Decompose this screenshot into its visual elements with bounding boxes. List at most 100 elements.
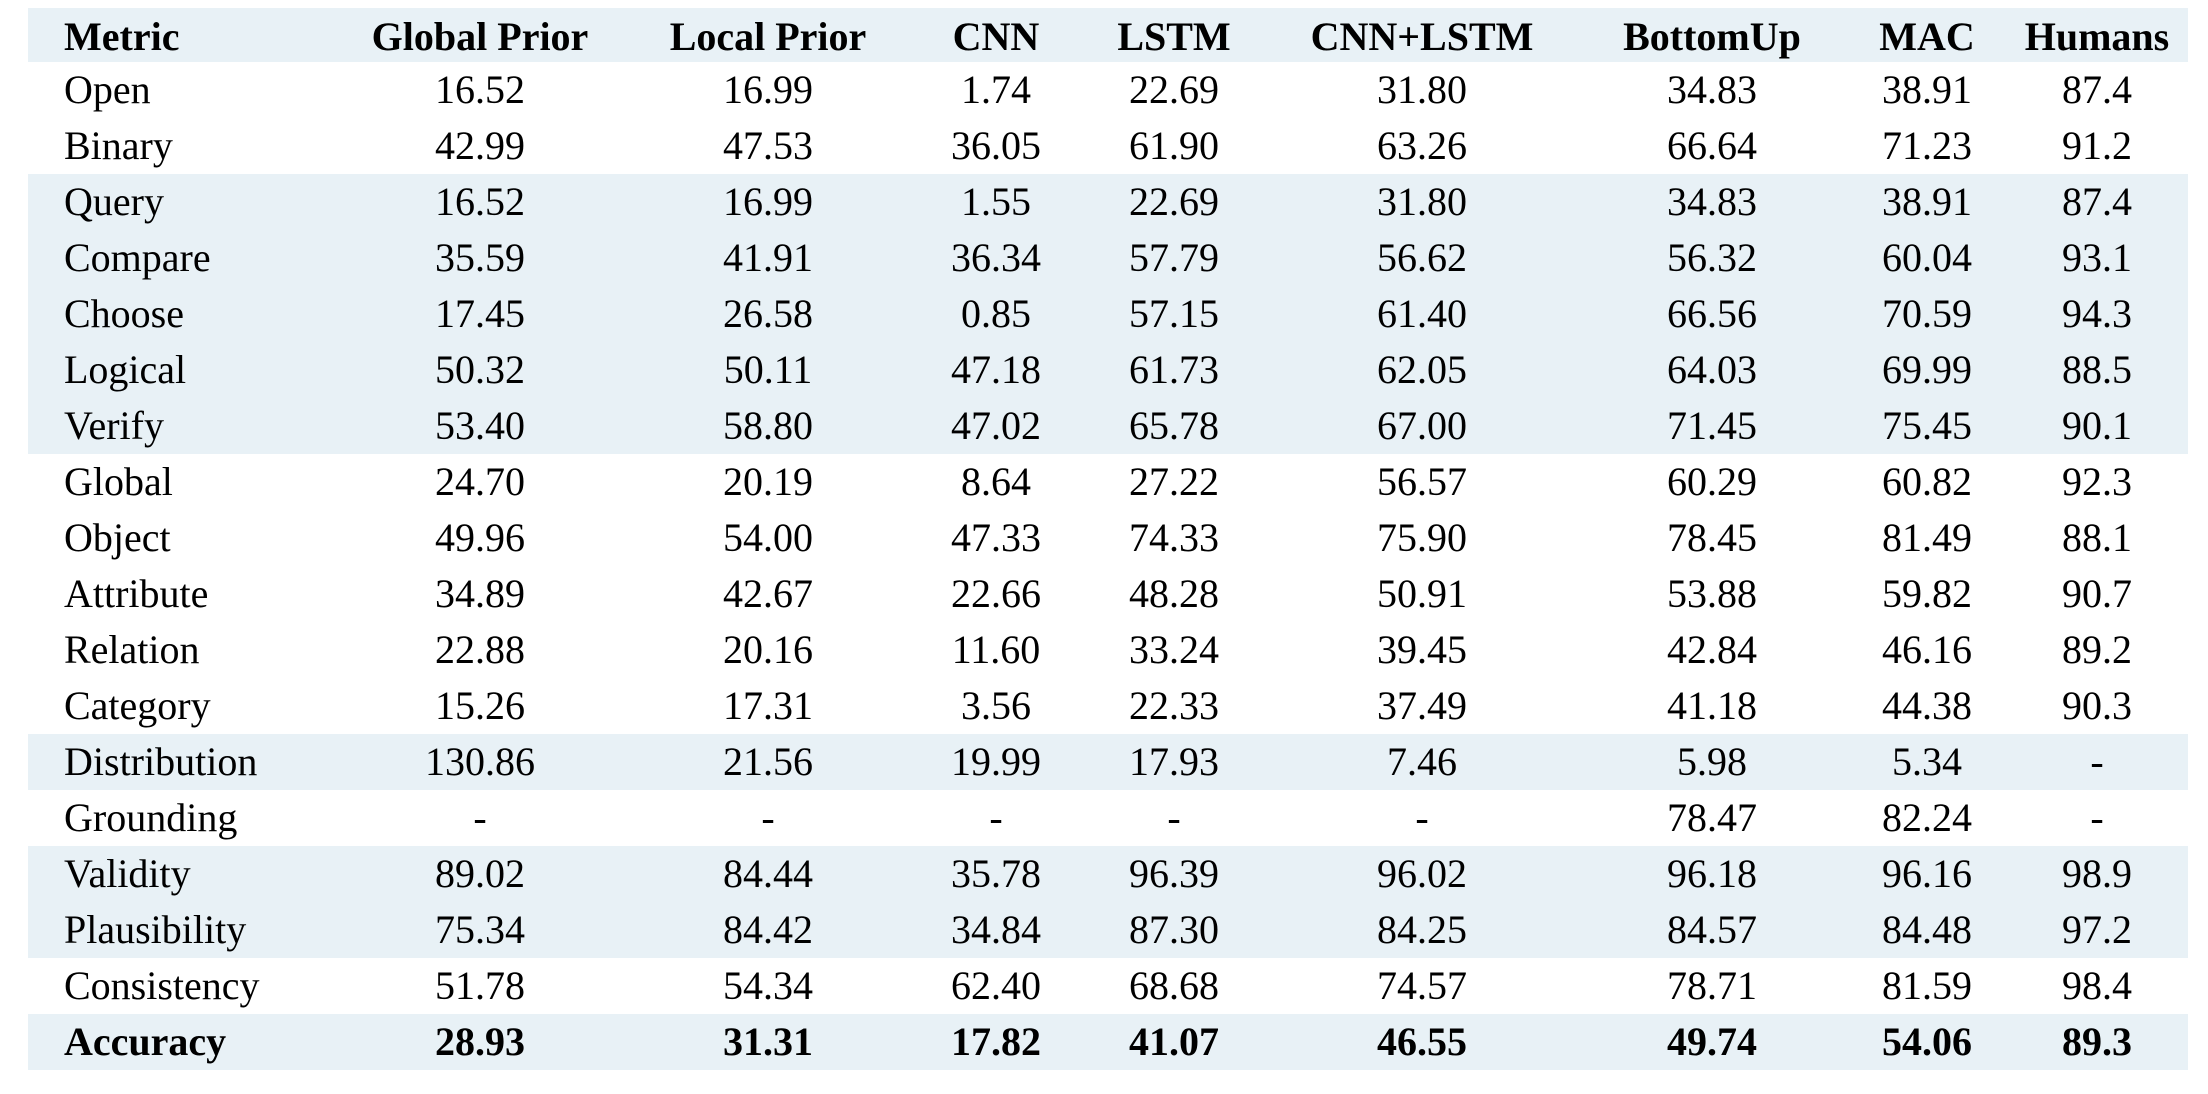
cell-mac: 96.16	[1848, 846, 2006, 902]
cell-mac: 54.06	[1848, 1014, 2006, 1070]
cell-global-prior: 89.02	[336, 846, 624, 902]
cell-bottomup: 49.74	[1576, 1014, 1848, 1070]
table-row: Distribution 130.86 21.56 19.99 17.93 7.46 5.9…	[28, 734, 2188, 790]
cell-cnn: 17.82	[912, 1014, 1080, 1070]
cell-bottomup: 66.56	[1576, 286, 1848, 342]
cell-global-prior: 51.78	[435, 963, 525, 1008]
cell-global-prior: 17.45	[336, 286, 624, 342]
cell-bottomup: 71.45	[1576, 398, 1848, 454]
cell-mac: 81.59	[1882, 963, 1972, 1008]
row-metric-label: Category	[64, 683, 211, 728]
cell-local-prior: 54.34	[723, 963, 813, 1008]
cell-lstm: 96.39	[1080, 846, 1268, 902]
cell-mac: 38.91	[1848, 174, 2006, 230]
cell-local-prior: 16.99	[723, 67, 813, 112]
cell-local-prior: 84.42	[624, 902, 912, 958]
cell-humans: 88.1	[2062, 515, 2132, 560]
row-metric-label: Choose	[28, 286, 336, 342]
cell-bottomup: 56.32	[1576, 230, 1848, 286]
cell-humans: 98.9	[2006, 846, 2188, 902]
cell-local-prior: 58.80	[624, 398, 912, 454]
cell-cnn: 11.60	[951, 627, 1041, 672]
header-cnn-lstm: CNN+LSTM	[1268, 8, 1576, 62]
cell-mac: 5.34	[1848, 734, 2006, 790]
cell-mac: 84.48	[1848, 902, 2006, 958]
cell-humans: 98.4	[2062, 963, 2132, 1008]
cell-cnn-lstm: 96.02	[1268, 846, 1576, 902]
cell-lstm: 22.33	[1129, 683, 1219, 728]
row-metric-label: Grounding	[64, 795, 238, 840]
cell-cnn: 35.78	[912, 846, 1080, 902]
cell-humans: 87.4	[2006, 174, 2188, 230]
cell-local-prior: 54.00	[723, 515, 813, 560]
cell-lstm: 68.68	[1129, 963, 1219, 1008]
header-humans: Humans	[2006, 8, 2188, 62]
row-metric-label: Object	[64, 515, 171, 560]
cell-global-prior: 24.70	[435, 459, 525, 504]
header-bottomup: BottomUp	[1576, 8, 1848, 62]
cell-global-prior: 15.26	[435, 683, 525, 728]
cell-bottomup: 34.83	[1576, 174, 1848, 230]
cell-bottomup: 84.57	[1576, 902, 1848, 958]
cell-lstm: 27.22	[1129, 459, 1219, 504]
cell-lstm: -	[1167, 795, 1181, 840]
cell-cnn: 1.55	[912, 174, 1080, 230]
cell-bottomup: 5.98	[1576, 734, 1848, 790]
cell-lstm: 57.15	[1080, 286, 1268, 342]
cell-lstm: 33.24	[1129, 627, 1219, 672]
cell-lstm: 65.78	[1080, 398, 1268, 454]
cell-cnn: 34.84	[912, 902, 1080, 958]
table-row: Binary 42.99 47.53 36.05 61.90 63.26 66.64 71.2…	[28, 118, 2188, 174]
cell-cnn-lstm: 63.26	[1377, 123, 1467, 168]
cell-humans: 88.5	[2006, 342, 2188, 398]
table-row: Object 49.96 54.00 47.33 74.33 75.90 78.45 81.4…	[28, 510, 2188, 566]
header-mac: MAC	[1848, 8, 2006, 62]
table-row: Grounding - - - - - 78.47 82.24 -	[28, 790, 2188, 846]
cell-cnn-lstm: 39.45	[1377, 627, 1467, 672]
cell-humans: 89.2	[2062, 627, 2132, 672]
cell-cnn: 62.40	[951, 963, 1041, 1008]
cell-global-prior: 49.96	[435, 515, 525, 560]
cell-bottomup: 60.29	[1667, 459, 1757, 504]
cell-local-prior: 42.67	[723, 571, 813, 616]
cell-bottomup: 41.18	[1667, 683, 1757, 728]
cell-local-prior: 20.16	[723, 627, 813, 672]
cell-humans: 90.3	[2062, 683, 2132, 728]
cell-bottomup: 78.71	[1667, 963, 1757, 1008]
cell-bottomup: 53.88	[1667, 571, 1757, 616]
cell-local-prior: 31.31	[624, 1014, 912, 1070]
table-header-row: Metric Global Prior Local Prior CNN LSTM…	[28, 8, 2188, 62]
cell-global-prior: 50.32	[336, 342, 624, 398]
row-metric-label: Plausibility	[28, 902, 336, 958]
cell-cnn-lstm: 56.57	[1377, 459, 1467, 504]
row-metric-label: Distribution	[28, 734, 336, 790]
cell-global-prior: 34.89	[435, 571, 525, 616]
header-metric: Metric	[28, 8, 336, 62]
cell-local-prior: 17.31	[723, 683, 813, 728]
row-metric-label: Consistency	[64, 963, 260, 1008]
results-table-container: Metric Global Prior Local Prior CNN LSTM…	[28, 8, 2188, 1070]
cell-mac: 60.04	[1848, 230, 2006, 286]
cell-mac: 38.91	[1882, 67, 1972, 112]
cell-lstm: 22.69	[1080, 174, 1268, 230]
cell-cnn-lstm: 61.40	[1268, 286, 1576, 342]
cell-cnn: 1.74	[961, 67, 1031, 112]
cell-humans: 90.1	[2006, 398, 2188, 454]
cell-humans: 89.3	[2006, 1014, 2188, 1070]
cell-cnn: 47.02	[912, 398, 1080, 454]
cell-cnn-lstm: 31.80	[1268, 174, 1576, 230]
cell-cnn: 19.99	[912, 734, 1080, 790]
cell-global-prior: 75.34	[336, 902, 624, 958]
row-metric-label: Query	[28, 174, 336, 230]
cell-global-prior: 16.52	[336, 174, 624, 230]
cell-mac: 81.49	[1882, 515, 1972, 560]
cell-cnn: 47.18	[912, 342, 1080, 398]
cell-humans: 87.4	[2062, 67, 2132, 112]
cell-mac: 75.45	[1848, 398, 2006, 454]
cell-humans: 97.2	[2006, 902, 2188, 958]
cell-cnn-lstm: 37.49	[1377, 683, 1467, 728]
cell-cnn-lstm: 50.91	[1377, 571, 1467, 616]
cell-cnn-lstm: -	[1415, 795, 1429, 840]
row-metric-label: Logical	[28, 342, 336, 398]
table-row: Validity 89.02 84.44 35.78 96.39 96.02 96.18 96…	[28, 846, 2188, 902]
